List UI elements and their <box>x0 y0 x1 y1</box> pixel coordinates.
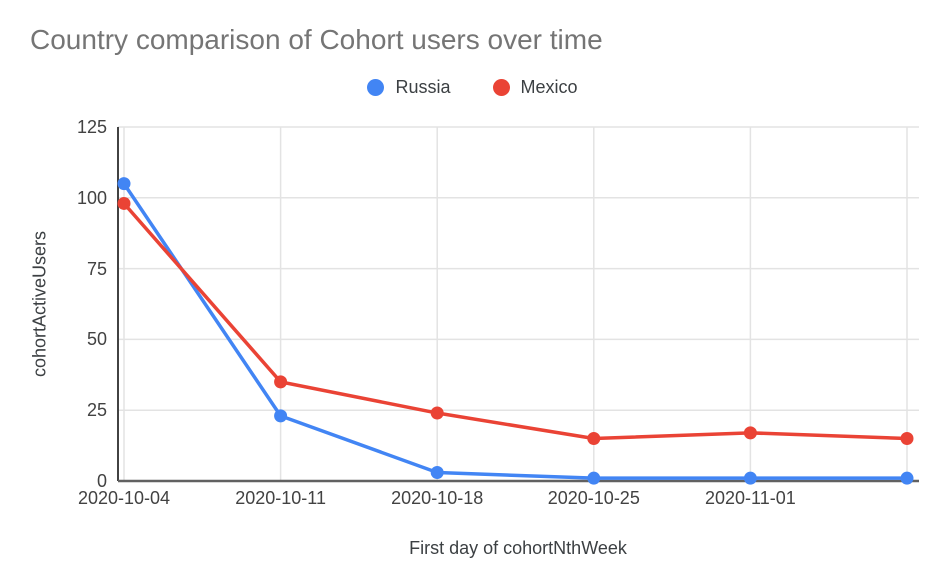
data-point-russia[interactable] <box>430 466 444 480</box>
x-tick-label: 2020-10-25 <box>547 488 640 508</box>
data-point-mexico[interactable] <box>900 432 914 446</box>
y-tick-label: 25 <box>86 400 107 421</box>
legend: Russia Mexico <box>0 72 945 102</box>
x-axis-title: First day of cohortNthWeek <box>409 538 627 558</box>
data-point-mexico[interactable] <box>430 406 444 420</box>
y-tick-label: 125 <box>76 117 107 137</box>
y-tick-label: 100 <box>76 187 107 208</box>
series-line-russia <box>122 182 907 480</box>
legend-marker-mexico-icon <box>492 78 510 96</box>
legend-label-russia: Russia <box>395 76 451 97</box>
legend-label-mexico: Mexico <box>520 76 578 97</box>
x-tick-label: 2020-10-18 <box>391 488 484 508</box>
x-tick-label: 2020-10-11 <box>235 488 326 508</box>
legend-item-mexico[interactable]: Mexico <box>492 76 578 98</box>
data-point-russia[interactable] <box>274 409 288 423</box>
data-point-mexico[interactable] <box>274 375 288 389</box>
data-point-russia[interactable] <box>587 471 601 485</box>
legend-marker-russia-icon <box>367 78 385 96</box>
data-point-russia[interactable] <box>117 177 131 191</box>
y-tick-label: 50 <box>86 329 107 350</box>
chart-title: Country comparison of Cohort users over … <box>30 24 603 55</box>
data-point-mexico[interactable] <box>743 426 757 440</box>
y-tick-label: 75 <box>86 258 107 279</box>
series-line-mexico <box>122 202 908 441</box>
data-point-russia[interactable] <box>743 471 757 485</box>
y-tick-label: 0 <box>96 471 107 491</box>
data-point-mexico[interactable] <box>117 196 131 210</box>
x-tick-label: 2020-10-04 <box>77 488 171 508</box>
data-point-mexico[interactable] <box>587 432 601 446</box>
data-point-russia[interactable] <box>900 471 914 485</box>
x-tick-label: 2020-11-01 <box>705 488 796 508</box>
legend-item-russia[interactable]: Russia <box>367 76 451 98</box>
